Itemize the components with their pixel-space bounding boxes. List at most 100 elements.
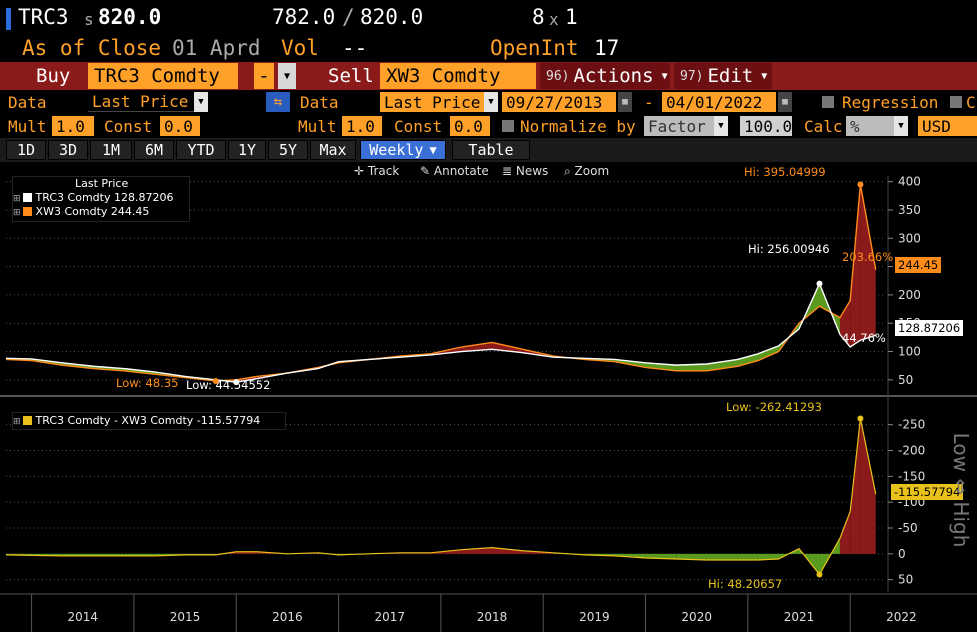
period-6m[interactable]: 6M <box>134 140 174 160</box>
legend-name-trc3: TRC3 Comdty <box>35 191 111 204</box>
spread-area <box>461 547 493 554</box>
zoom-button[interactable]: ⌕ Zoom <box>564 164 609 179</box>
spread-fill <box>706 359 738 371</box>
hi-marker-xw3 <box>857 181 864 188</box>
annotate-button[interactable]: ✎ Annotate <box>420 164 489 178</box>
period-3d[interactable]: 3D <box>48 140 88 160</box>
spread-fill <box>850 184 861 348</box>
data-dropdown-2[interactable]: ▼ <box>484 92 498 112</box>
chevron-down-icon: ▼ <box>661 70 668 82</box>
normalize-field[interactable]: Factor <box>644 116 714 136</box>
series-line-trc3 <box>5 281 876 383</box>
spread-area <box>706 553 738 561</box>
y-tick-label: 300 <box>898 231 921 245</box>
period-1y[interactable]: 1Y <box>228 140 266 160</box>
spread-hi-marker <box>816 571 823 578</box>
normalize-dropdown[interactable]: ▼ <box>714 116 728 136</box>
ticker: TRC3 <box>18 5 69 29</box>
last-price: 820.0 <box>98 5 162 29</box>
spread-area <box>839 511 851 554</box>
price-legend: Last Price ⊞ TRC3 Comdty 128.87206 ⊞ XW3 C… <box>12 176 190 222</box>
currency-field[interactable]: USD <box>918 116 977 136</box>
spread-area <box>860 418 876 554</box>
annotate-label: Annotate <box>433 164 489 178</box>
low-marker-xw3 <box>212 377 219 384</box>
frequency-dropdown[interactable]: Weekly ▼ <box>360 140 446 160</box>
track-button[interactable]: ✛ Track <box>354 164 399 178</box>
last-tag-trc3: 128.87206 <box>895 320 964 336</box>
normalize-label: Normalize by <box>520 116 636 136</box>
spread-fill <box>676 363 707 371</box>
regression-checkbox[interactable] <box>822 96 834 108</box>
swap-icon[interactable]: ⇆ <box>266 92 290 112</box>
pct-white-label: 44.76% <box>842 331 886 345</box>
end-date-field[interactable]: 04/01/2022 <box>662 92 776 112</box>
operator-dropdown[interactable]: ▼ <box>278 63 296 89</box>
calendar-icon[interactable]: ▦ <box>618 92 632 112</box>
calc-field[interactable]: % <box>846 116 894 136</box>
chart-area[interactable]: 50100150200250300350400-250-200-150-100-… <box>0 162 977 632</box>
buy-label: Buy <box>36 65 71 87</box>
status-row: As of Close 01 Aprd Vol -- OpenInt 17 <box>0 34 977 62</box>
minus-operator[interactable]: - <box>254 63 274 89</box>
y-tick-label: -50 <box>898 521 918 535</box>
edit-menu[interactable]: 97) Edit ▼ <box>674 63 772 89</box>
const-field-1[interactable]: 0.0 <box>160 116 200 136</box>
legend-item-xw3[interactable]: ⊞ XW3 Comdty 244.45 <box>13 205 150 218</box>
x-tick-label: 2018 <box>477 610 508 624</box>
price-prefix: s <box>84 10 94 29</box>
period-5y[interactable]: 5Y <box>268 140 308 160</box>
extra-checkbox[interactable] <box>950 96 962 108</box>
vol-value: -- <box>342 36 368 60</box>
crosshair-icon: ✛ <box>354 164 368 178</box>
regression-label: Regression <box>842 92 939 112</box>
normalize-checkbox[interactable] <box>502 120 514 132</box>
period-ytd[interactable]: YTD <box>176 140 226 160</box>
period-1m[interactable]: 1M <box>90 140 132 160</box>
openint-value: 17 <box>594 36 620 60</box>
calendar-icon[interactable]: ▦ <box>778 92 792 112</box>
x-tick-label: 2019 <box>579 610 610 624</box>
as-of-label: As of Close <box>22 36 162 60</box>
zoom-label: Zoom <box>574 164 610 178</box>
x-tick-label: 2016 <box>272 610 303 624</box>
date-dash: - <box>644 92 654 112</box>
mult-field-2[interactable]: 1.0 <box>342 116 382 136</box>
period-1d[interactable]: 1D <box>6 140 46 160</box>
legend-item-trc3[interactable]: ⊞ TRC3 Comdty 128.87206 <box>13 191 174 204</box>
mult-row: Mult 1.0 Const 0.0 Mult 1.0 Const 0.0 No… <box>0 114 977 138</box>
ask-price: 820.0 <box>360 5 424 29</box>
bid-size: 8 <box>532 5 545 29</box>
ask-size: 1 <box>565 5 578 29</box>
legend-value-xw3: 244.45 <box>110 205 150 218</box>
y-tick-label: 200 <box>898 288 921 302</box>
y-tick-label: -250 <box>898 418 925 432</box>
data-field-2[interactable]: Last Price <box>380 92 484 112</box>
spread-area <box>676 553 707 561</box>
legend-title: Last Price <box>75 177 129 190</box>
mult-field-1[interactable]: 1.0 <box>52 116 94 136</box>
spread-low-label: Low: -262.41293 <box>726 400 822 414</box>
legend-value-spread: -115.57794 <box>196 414 261 427</box>
period-max[interactable]: Max <box>310 140 356 160</box>
spread-area <box>778 548 800 559</box>
data-field-1[interactable]: Last Price <box>88 92 194 112</box>
sell-security-field[interactable]: XW3 Comdty <box>380 63 536 89</box>
calc-dropdown[interactable]: ▼ <box>894 116 908 136</box>
const-field-2[interactable]: 0.0 <box>450 116 490 136</box>
buy-security-field[interactable]: TRC3 Comdty <box>88 63 238 89</box>
factor-field[interactable]: 100.0 <box>740 116 792 136</box>
news-label: News <box>515 164 549 178</box>
data-dropdown-1[interactable]: ▼ <box>194 92 208 112</box>
hi-orange-label: Hi: 395.04999 <box>744 165 826 179</box>
start-date-field[interactable]: 09/27/2013 <box>502 92 616 112</box>
spread-legend[interactable]: ⊞ TRC3 Comdty - XW3 Comdty -115.57794 <box>12 412 286 430</box>
news-button[interactable]: ≣ News <box>502 164 548 178</box>
low-high-axis-label: Low ⇔ High <box>949 432 973 548</box>
table-button[interactable]: Table <box>452 140 530 160</box>
actions-menu[interactable]: 96) Actions ▼ <box>540 63 670 89</box>
x-tick-label: 2020 <box>681 610 712 624</box>
extra-label: C <box>966 92 976 112</box>
last-tag-spread: -115.57794 <box>891 484 964 500</box>
data-label: Data <box>8 92 47 112</box>
